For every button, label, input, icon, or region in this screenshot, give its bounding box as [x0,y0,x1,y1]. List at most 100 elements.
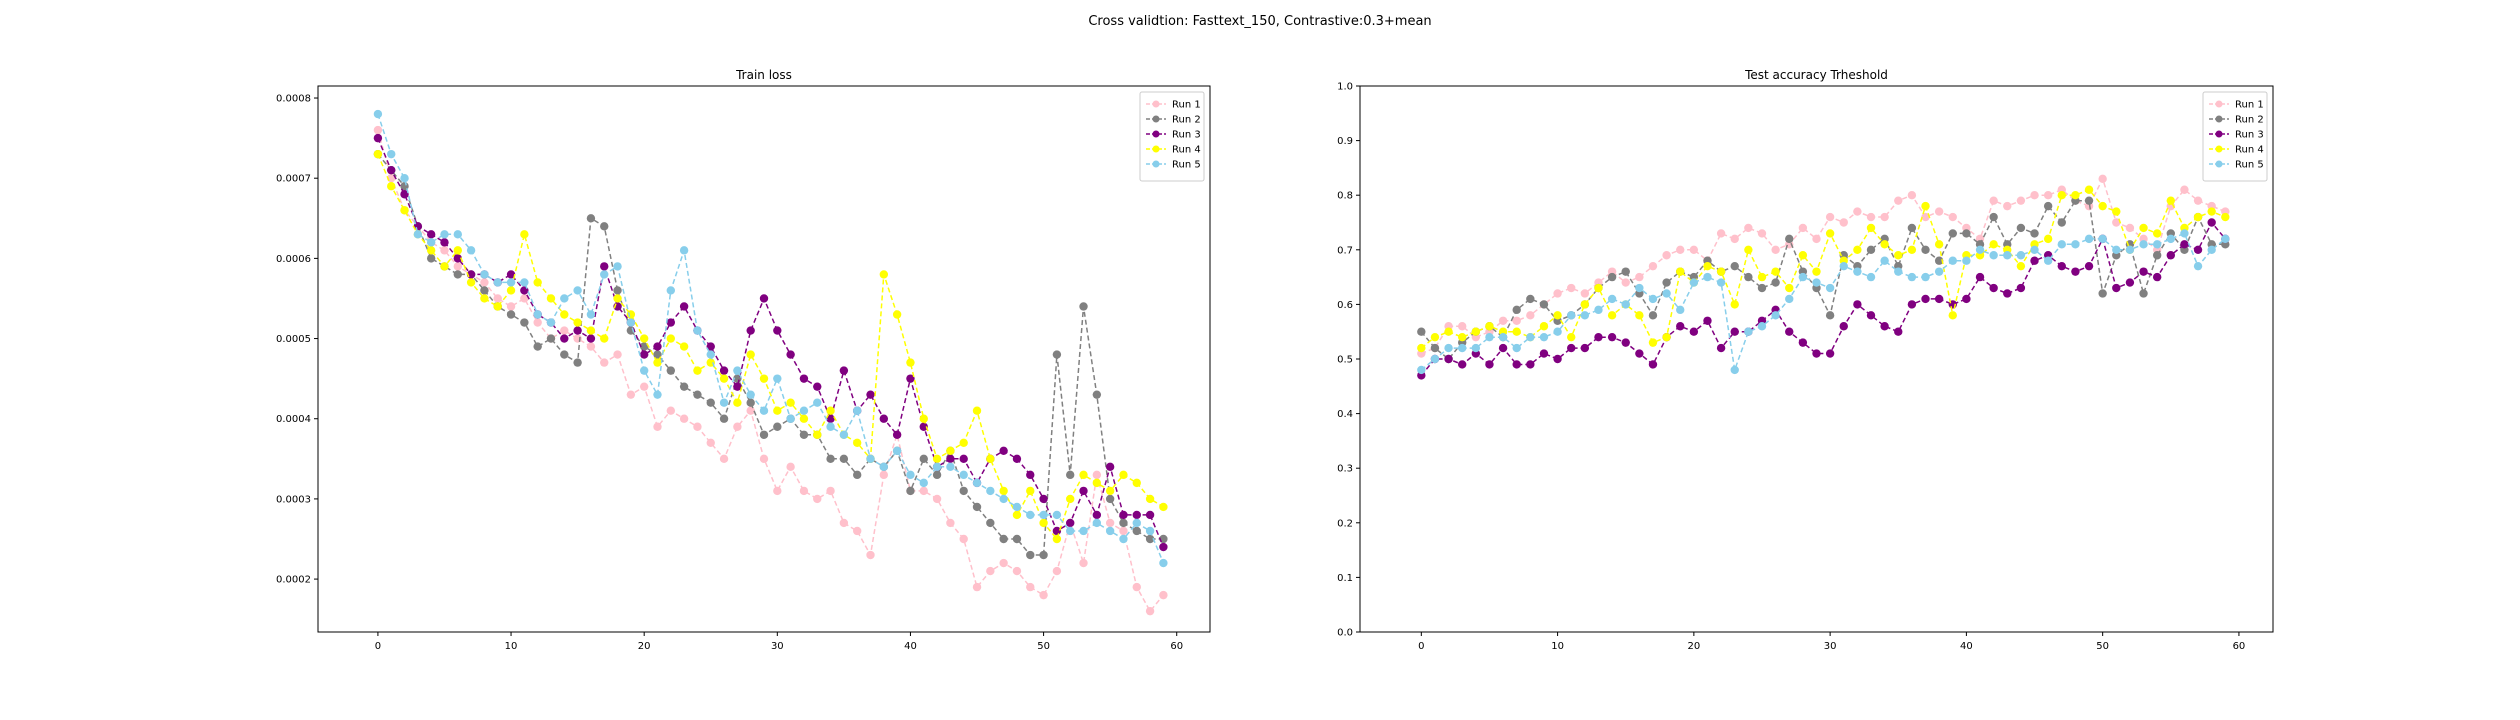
data-point [719,398,729,407]
data-point [1485,322,1494,331]
data-point [2016,261,2026,271]
data-point [799,406,809,415]
data-point [600,270,609,279]
data-point [653,390,662,399]
data-point [440,238,449,247]
data-point [972,406,982,415]
data-point [2043,201,2053,211]
data-point [1825,229,1835,238]
data-point [666,286,676,295]
data-point [839,518,849,528]
data-point [826,414,835,423]
data-point [1730,234,1739,244]
data-point [759,406,769,415]
data-point [2043,256,2053,265]
data-point [1757,283,1767,293]
data-point [2112,207,2121,216]
data-point [2207,207,2216,216]
data-point [693,366,702,375]
data-point [1066,494,1075,504]
y-tick-label: 0.0 [1337,628,1353,639]
data-point [2043,234,2053,244]
data-point [2152,240,2162,249]
data-point [2221,212,2230,222]
legend-marker [1152,115,1160,123]
data-point [1039,510,1048,520]
x-tick-label: 40 [904,641,917,652]
data-point [1771,245,1780,254]
data-point [1934,267,1944,276]
data-point [1132,478,1141,488]
data-point [2207,245,2216,254]
data-point [1648,294,1658,304]
data-point [653,350,662,359]
data-point [453,254,462,263]
data-point [520,230,529,239]
data-point [1716,278,1726,287]
data-point [1092,470,1102,480]
data-point [2098,174,2107,184]
data-point [1132,526,1141,536]
data-point [560,350,569,359]
data-point [2180,185,2189,194]
data-point [1866,245,1876,254]
series-run-4 [373,149,1168,544]
data-point [653,422,662,431]
plot-area [1417,174,2230,380]
data-point [2098,234,2107,244]
data-point [2139,289,2148,298]
data-point [706,438,715,447]
legend-box [2202,91,2268,182]
data-point [799,486,809,496]
data-point [866,390,875,399]
data-point [1539,332,1549,342]
data-point [2071,267,2080,276]
legend-marker [2215,130,2223,138]
data-point [1689,278,1699,287]
y-tick-label: 0.0006 [276,254,311,265]
data-point [1921,294,1930,304]
data-point [1703,261,1712,271]
data-point [639,366,649,375]
data-point [759,374,769,383]
data-point [1757,322,1767,331]
data-point [733,382,742,391]
data-point [693,326,702,335]
chart-train-loss: Train loss 0 10 20 30 40 50 60 0.0002 0.0003 0.000… [276,68,1211,652]
data-point [2112,245,2121,254]
data-point [1159,542,1168,552]
data-point [1839,322,1848,331]
data-point [1119,470,1128,480]
data-point [1052,350,1062,359]
figure-suptitle: Cross validtion: Fasttext_150, Contrasti… [1088,14,1431,29]
data-point [1621,278,1630,287]
series-line-run-2 [377,153,1164,556]
data-point [1471,327,1481,336]
series-run-2 [1417,196,2230,364]
data-point [2084,196,2094,205]
data-point [1880,256,1889,265]
data-point [2084,261,2094,271]
legend-label: Run 1 [2235,100,2264,111]
data-point [1880,212,1889,222]
data-point [1744,327,1753,336]
data-point [1119,518,1128,528]
data-point [2098,289,2107,298]
data-point [1159,558,1168,568]
data-point [1458,322,1467,331]
data-point [1012,502,1022,512]
data-point [1567,343,1576,353]
data-point [2030,256,2039,265]
data-point [1839,261,1848,271]
data-point [972,582,982,592]
data-point [426,238,436,247]
data-point [426,246,436,255]
legend-label: Run 1 [1172,100,1201,111]
data-point [1907,300,1917,309]
data-point [1512,360,1521,369]
data-point [1880,322,1889,331]
data-point [1105,486,1115,496]
data-point [1812,349,1821,358]
data-point [533,278,542,287]
data-point [1635,283,1644,293]
